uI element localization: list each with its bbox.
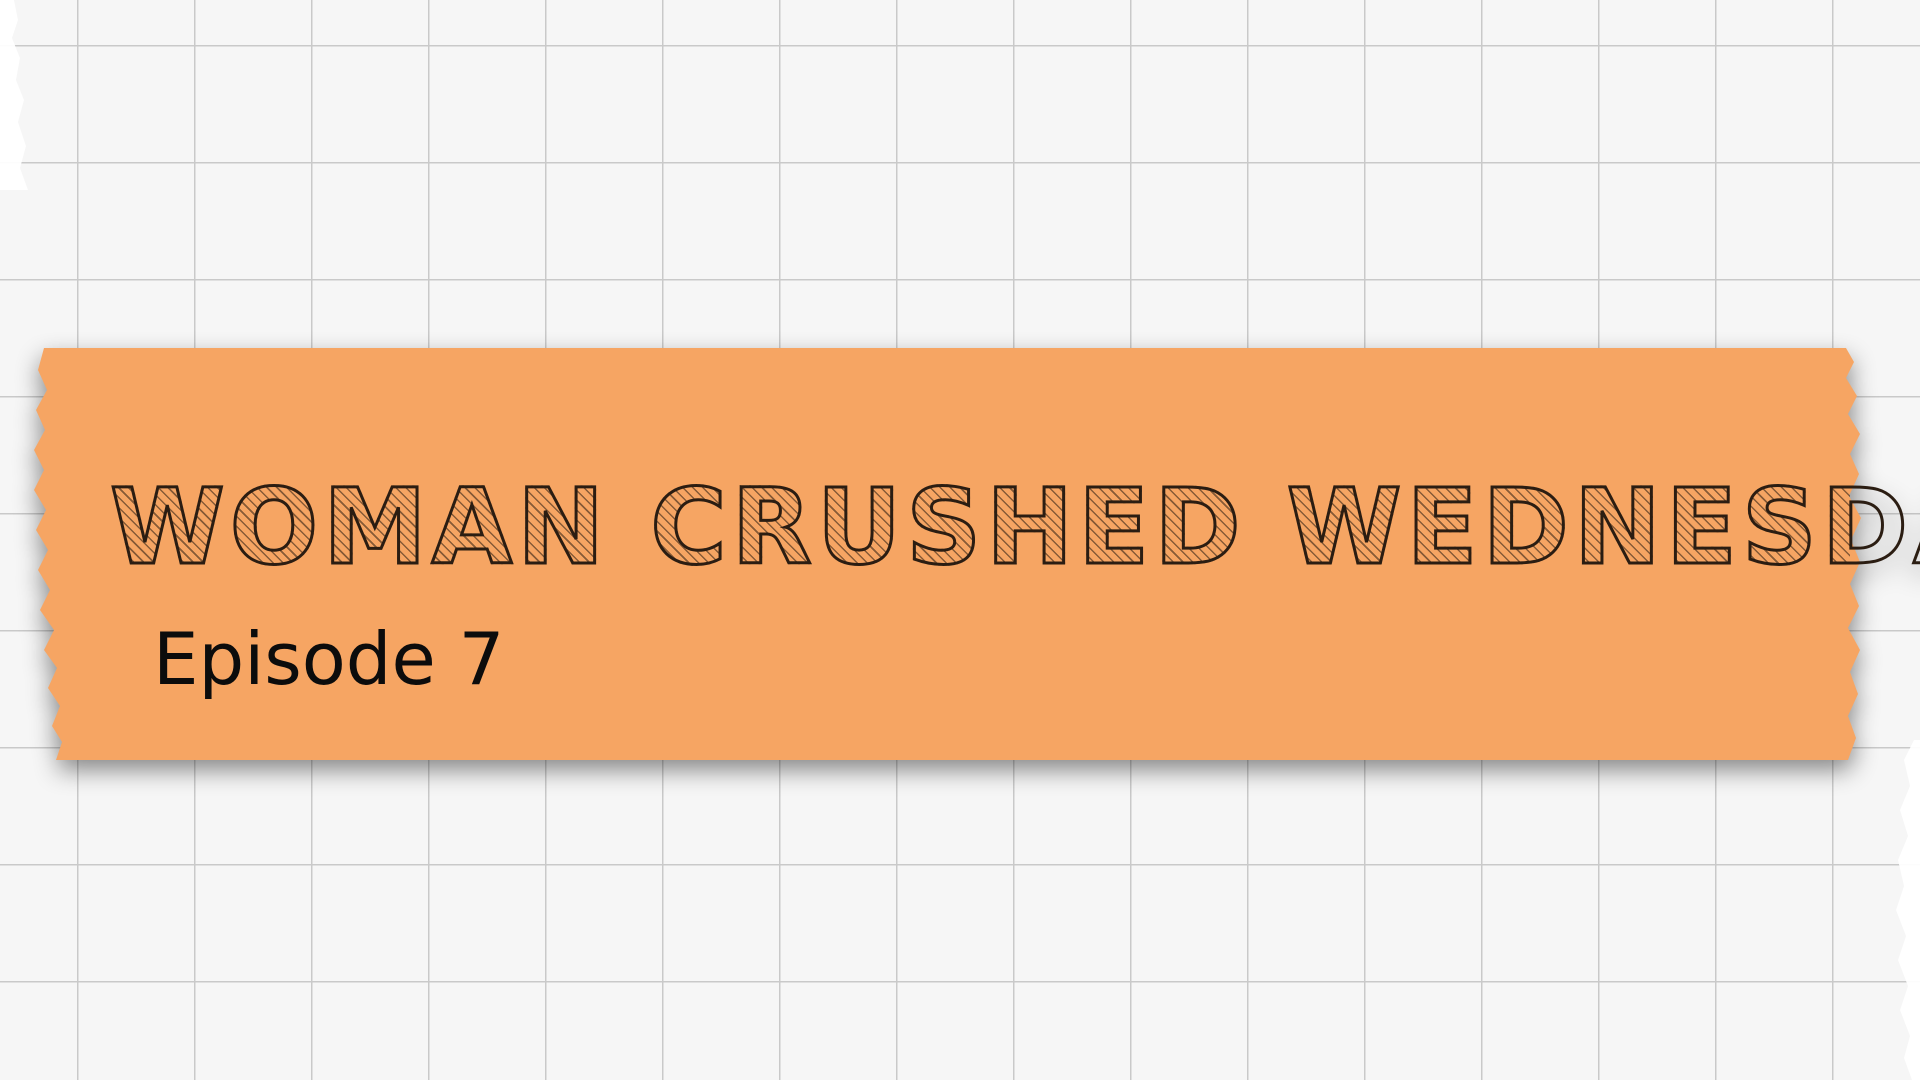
banner-title: WOMAN CRUSHED WEDNESDAY bbox=[109, 466, 1920, 588]
banner-subtitle: Episode 7 bbox=[153, 617, 505, 701]
torn-paper-edge-left bbox=[0, 0, 28, 190]
washi-tape-shape bbox=[34, 348, 1861, 760]
title-tape-banner: WOMAN CRUSHED WEDNESDAY Episode 7 bbox=[30, 348, 1920, 760]
torn-paper-edge-right bbox=[1896, 740, 1920, 1080]
